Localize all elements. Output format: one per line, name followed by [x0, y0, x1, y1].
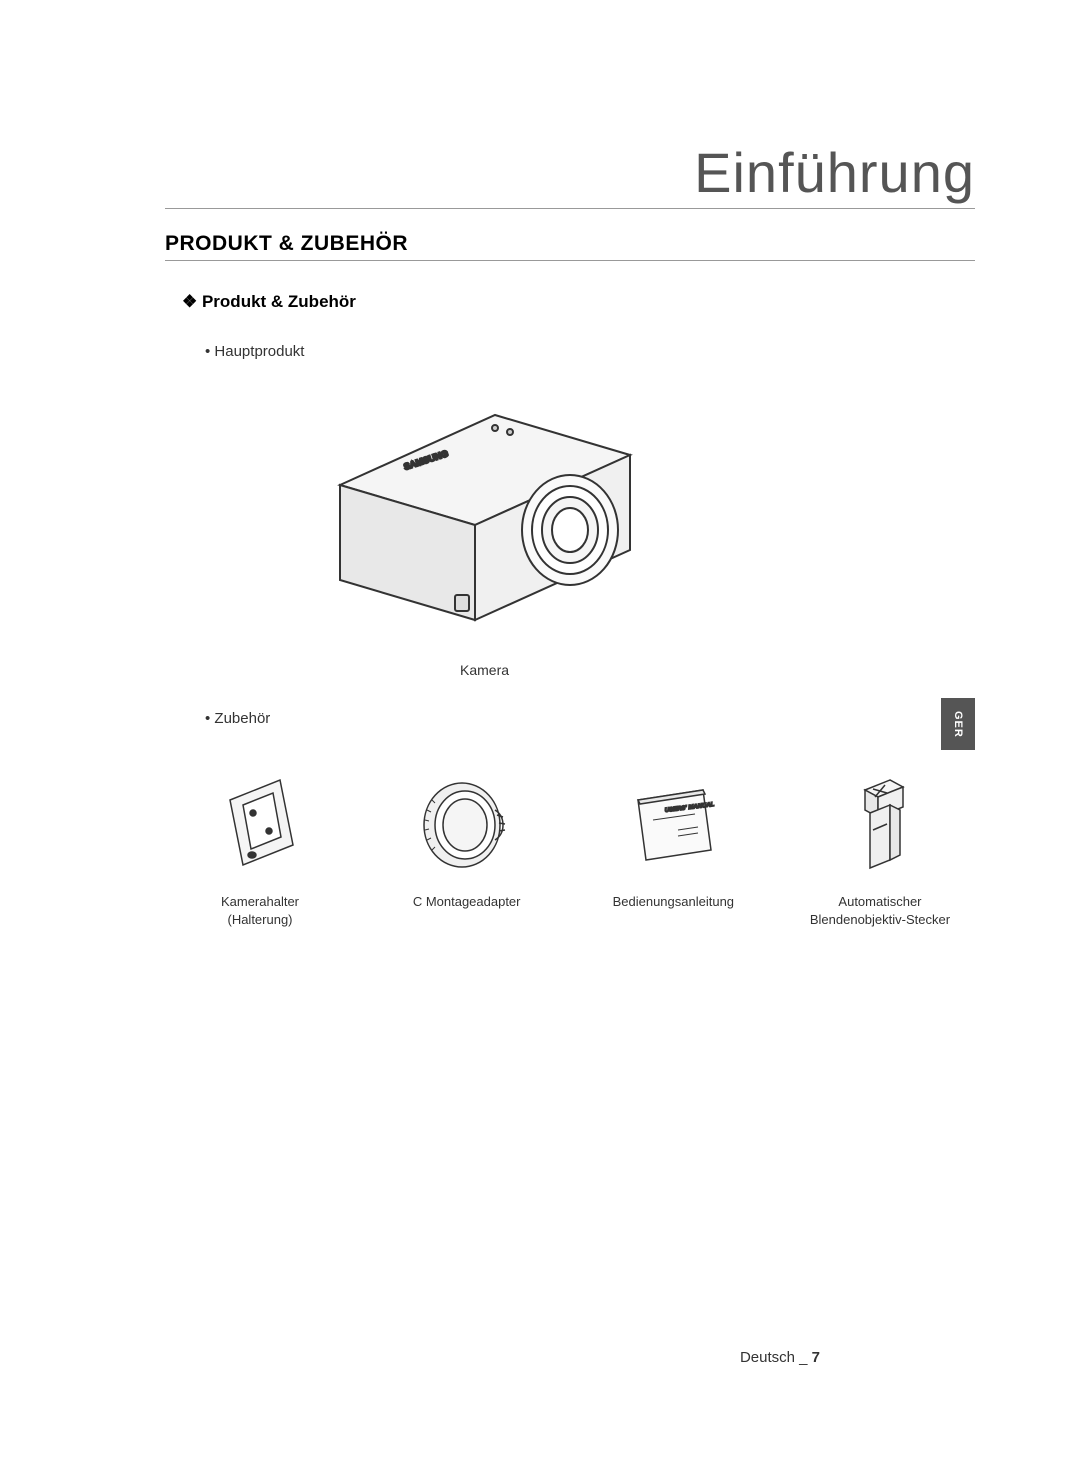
accessory-c-mount-adapter: C Montageadapter	[372, 775, 562, 929]
bullet-main-product: • Hauptprodukt	[205, 343, 304, 360]
accessory-iris-plug: Automatischer Blendenobjektiv-Stecker	[785, 775, 975, 929]
accessory-label: Automatischer Blendenobjektiv-Stecker	[785, 893, 975, 929]
accessory-label: C Montageadapter	[372, 893, 562, 911]
bullet-accessories: • Zubehör	[205, 710, 270, 727]
accessory-camera-holder: Kamerahalter (Halterung)	[165, 775, 355, 929]
subsection-label: Produkt & Zubehör	[182, 292, 356, 312]
footer-language: Deutsch	[740, 1349, 795, 1366]
section-heading: PRODUKT & ZUBEHÖR	[165, 232, 408, 256]
camera-illustration: SAMSUNG	[310, 380, 670, 640]
page-footer: Deutsch _ 7	[740, 1349, 820, 1366]
section-underline	[165, 260, 975, 261]
footer-page-number: 7	[812, 1349, 820, 1366]
camera-label: Kamera	[460, 662, 509, 678]
camera-holder-icon	[165, 775, 355, 875]
accessory-label: Kamerahalter (Halterung)	[165, 893, 355, 929]
accessory-row: Kamerahalter (Halterung)	[165, 775, 975, 929]
footer-separator: _	[799, 1349, 812, 1366]
accessory-manual: USERS' MANUAL Bedienungsanleitung	[578, 775, 768, 929]
page-title: Einführung	[694, 140, 975, 205]
language-tab: GER	[941, 698, 975, 750]
accessory-label: Bedienungsanleitung	[578, 893, 768, 911]
iris-plug-icon	[785, 775, 975, 875]
title-underline	[165, 208, 975, 209]
c-mount-adapter-icon	[372, 775, 562, 875]
manual-icon: USERS' MANUAL	[578, 775, 768, 875]
